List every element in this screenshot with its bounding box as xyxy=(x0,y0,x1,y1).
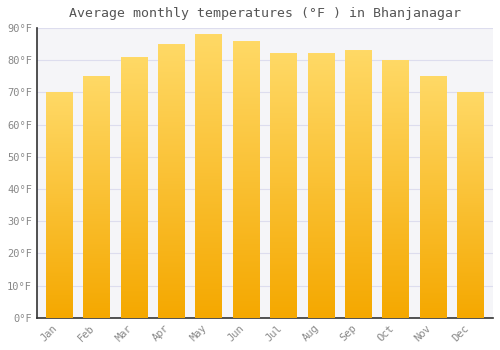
Title: Average monthly temperatures (°F ) in Bhanjanagar: Average monthly temperatures (°F ) in Bh… xyxy=(69,7,461,20)
